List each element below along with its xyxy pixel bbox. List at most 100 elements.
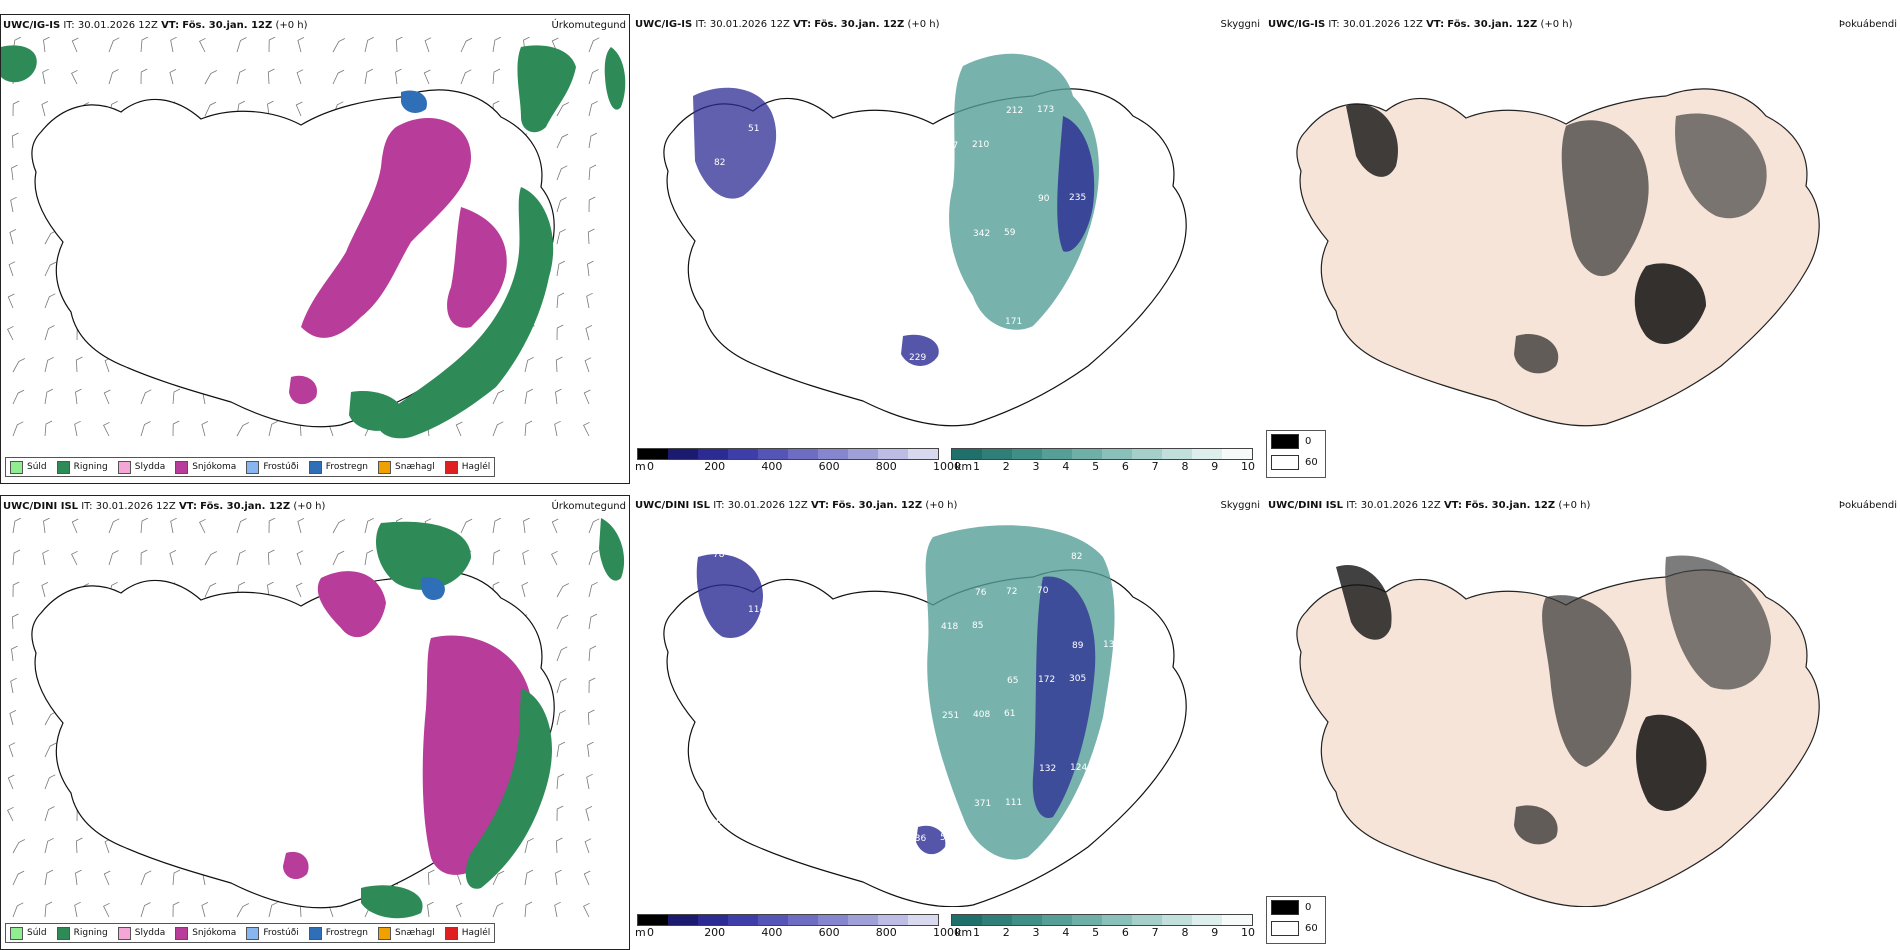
wind-barb (108, 69, 119, 85)
ceiling-label: 16 (1071, 71, 1083, 81)
ceiling-label: 248 (781, 782, 798, 792)
vt-label: VT: (1426, 19, 1445, 30)
colorbar-segment (818, 449, 848, 459)
wind-barb (9, 229, 17, 245)
wind-barb (492, 37, 502, 53)
colorbar-tick-label: 2 (1002, 460, 1010, 473)
wind-barb (12, 839, 25, 854)
panel-header: UWC/IG-IS IT: 30.01.2026 12Z VT: Fös. 30… (633, 14, 1263, 36)
wind-barb (524, 901, 533, 918)
wind-barb (297, 518, 305, 534)
vt-label: VT: (178, 501, 197, 512)
ceiling-label: 90 (1038, 194, 1050, 204)
wind-barb (11, 132, 19, 149)
ceiling-label: 59 (1004, 228, 1016, 238)
wind-barb (588, 677, 596, 694)
wind-barb (585, 325, 593, 341)
wind-barb (267, 100, 274, 117)
colorbar-segment (848, 449, 878, 459)
panel-title: Úrkomutegund (551, 20, 626, 31)
wind-barb (170, 518, 177, 534)
legend-item: Frostúði (246, 460, 299, 474)
wind-barb (267, 68, 275, 85)
wind-barb (103, 870, 111, 886)
wind-barb (523, 518, 530, 534)
ceiling-label: 76 (975, 588, 987, 598)
wind-barb (140, 902, 151, 918)
wind-barb (12, 358, 25, 373)
wind-barb (204, 582, 217, 598)
it-label: IT: (713, 500, 725, 511)
wind-barb (556, 583, 569, 598)
model-name: UWC/IG-IS (1268, 19, 1326, 30)
ceiling-label: 69 (876, 176, 888, 186)
ceiling-label: 171 (1005, 317, 1022, 327)
wind-barb (7, 806, 14, 822)
colorbar-segment (1042, 915, 1072, 925)
colorbar-segment (1072, 449, 1102, 459)
wind-barb (41, 101, 49, 117)
wind-barb (556, 646, 568, 662)
legend-label: Súld (27, 462, 47, 472)
model-name: UWC/IG-IS (635, 19, 693, 30)
wind-barb (44, 293, 56, 309)
legend-label: Rigning (73, 928, 108, 938)
vt-value: Fös. 30.jan. 12Z (1447, 19, 1538, 30)
wind-barb (521, 582, 529, 598)
legend-item: Slydda (117, 926, 165, 940)
wind-barb (236, 422, 249, 437)
legend-label: Frostregn (325, 462, 369, 472)
ceiling-label: 251 (942, 711, 959, 721)
wind-barb (588, 550, 599, 566)
wind-barb (12, 389, 25, 405)
colorbar-tick-label: 1000 (933, 926, 961, 939)
ceiling-label: 158 (843, 780, 860, 790)
ceiling-label: 261 (779, 123, 796, 133)
wind-barb (556, 741, 566, 758)
wind-barb (108, 550, 119, 566)
colorbar-tick-label: 1 (973, 926, 980, 939)
wind-barb (583, 421, 590, 437)
panel-title: Þokuábendi (1838, 19, 1897, 30)
wind-barb (12, 549, 21, 566)
wind-barb (364, 549, 374, 566)
colorbar-tick-label: 0 (647, 926, 654, 939)
legend-item: Snjókoma (175, 460, 236, 474)
ceiling-label: 52 (877, 265, 888, 275)
height-unit: m (635, 460, 646, 473)
ceiling-label: 408 (973, 710, 990, 720)
wind-barb (140, 37, 149, 53)
legend-item: Súld (10, 926, 47, 940)
wind-barb (460, 518, 473, 534)
wind-barb (556, 102, 569, 117)
visibility-panel-top: UWC/IG-IS IT: 30.01.2026 12Z VT: Fös. 30… (633, 14, 1263, 484)
wind-barb (140, 389, 152, 405)
ceiling-label: 356 (910, 623, 927, 633)
colorbar-segment (878, 915, 908, 925)
wind-barb (583, 389, 591, 405)
wind-barb (460, 69, 472, 85)
colorbar-segment (758, 449, 788, 459)
wind-barb (588, 100, 598, 117)
wind-barb (12, 581, 20, 598)
legend-label: Frostregn (325, 928, 369, 938)
colorbar-segment (1222, 915, 1252, 925)
colorbar-segment (1102, 449, 1132, 459)
wind-barb (268, 420, 278, 437)
forecast-offset: (+0 h) (1558, 500, 1591, 511)
colorbar-tick-label: 7 (1151, 926, 1159, 939)
colorbar-segment (908, 915, 938, 925)
wind-barb (556, 324, 564, 341)
ceiling-label: 342 (973, 229, 990, 239)
wind-barb (172, 901, 180, 918)
wind-barb (395, 68, 402, 85)
wind-barb (12, 100, 20, 117)
ceiling-label: 102 (1101, 281, 1118, 291)
it-value: 30.01.2026 12Z (709, 19, 790, 30)
legend-swatch (444, 926, 458, 940)
colorbar-segment (788, 915, 818, 925)
wind-barb (588, 69, 599, 85)
legend-item: Frostregn (308, 926, 369, 940)
colorbar-tick-label: 5 (1092, 460, 1100, 473)
ceiling-label: 360 (746, 727, 763, 737)
